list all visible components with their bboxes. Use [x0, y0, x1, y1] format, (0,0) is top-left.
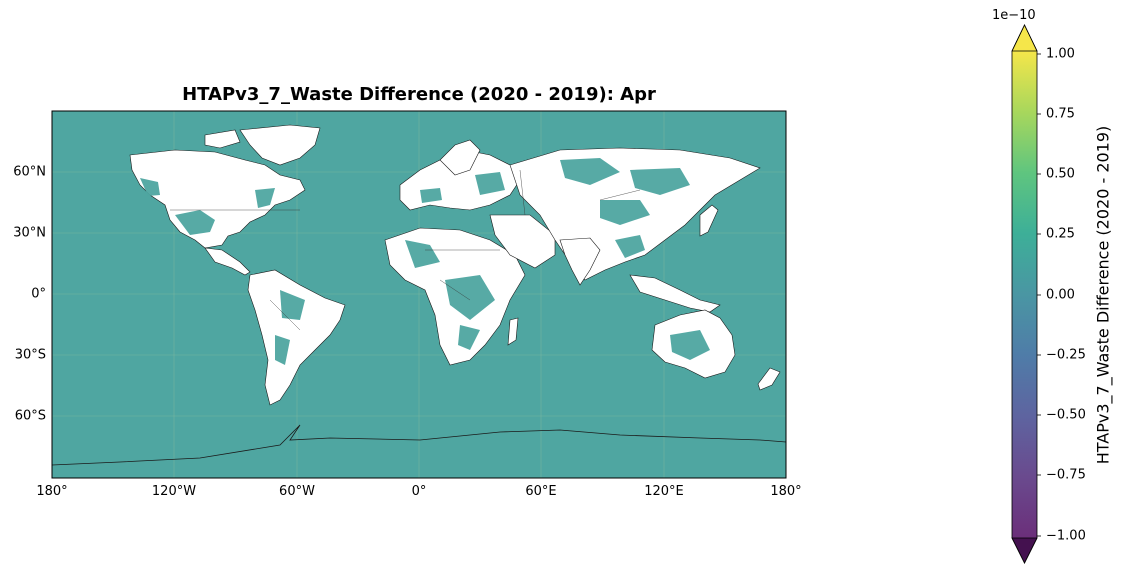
x-tick-label: 60°W	[279, 484, 315, 499]
colorbar	[1011, 24, 1041, 564]
x-tick-label: 180°	[36, 484, 68, 499]
new-zealand	[757, 367, 781, 391]
antarctica-coastline	[52, 424, 786, 466]
colorbar-tick-label: −0.50	[1046, 407, 1086, 423]
x-tick-label: 60°E	[525, 484, 557, 499]
map-title: HTAPv3_7_Waste Difference (2020 - 2019):…	[182, 84, 656, 105]
north-america	[129, 149, 306, 249]
y-tick-label: 0°	[31, 286, 46, 302]
scandinavia	[439, 139, 481, 176]
greenland	[239, 124, 321, 166]
colorbar-tick-marks	[1037, 53, 1041, 537]
south-america	[247, 269, 346, 406]
india	[559, 237, 601, 286]
colorbar-tick-label: −0.75	[1046, 467, 1086, 483]
colorbar-tick-label: 1.00	[1046, 46, 1075, 62]
colorbar-tick-label: −0.25	[1046, 347, 1086, 363]
colorbar-extend-max	[1011, 24, 1038, 52]
y-tick-label: 60°N	[13, 164, 46, 180]
southeast-asia	[629, 274, 721, 313]
y-tick-label: 30°N	[13, 225, 46, 241]
colorbar-tick-label: −1.00	[1046, 528, 1086, 544]
colorbar-outline	[1011, 24, 1038, 564]
japan	[699, 204, 719, 237]
middle-east	[489, 214, 556, 269]
colorbar-label: HTAPv3_7_Waste Difference (2020 - 2019)	[1093, 125, 1113, 465]
colorbar-multiplier: 1e−10	[992, 8, 1036, 23]
colorbar-tick-label: 0.00	[1046, 287, 1075, 303]
x-tick-label: 0°	[411, 484, 427, 499]
arctic-islands	[204, 129, 241, 149]
map-frame	[51, 110, 787, 479]
colorbar-tick-label: 0.25	[1046, 226, 1075, 242]
colorbar-extend-min	[1011, 537, 1038, 564]
colorbar-tick-label: 0.50	[1046, 166, 1075, 182]
colorbar-gradient	[1012, 51, 1037, 538]
colorbar-tick-label: 0.75	[1046, 106, 1075, 122]
y-tick-label: 60°S	[14, 408, 46, 424]
y-tick-label: 30°S	[14, 347, 46, 363]
x-tick-label: 180°	[770, 484, 802, 499]
central-america	[204, 247, 251, 276]
madagascar	[507, 317, 519, 346]
map-panel	[52, 111, 786, 478]
x-tick-label: 120°W	[151, 484, 197, 499]
land-data-patches	[140, 158, 710, 365]
x-tick-label: 120°E	[644, 484, 684, 499]
country-borders	[170, 169, 641, 331]
